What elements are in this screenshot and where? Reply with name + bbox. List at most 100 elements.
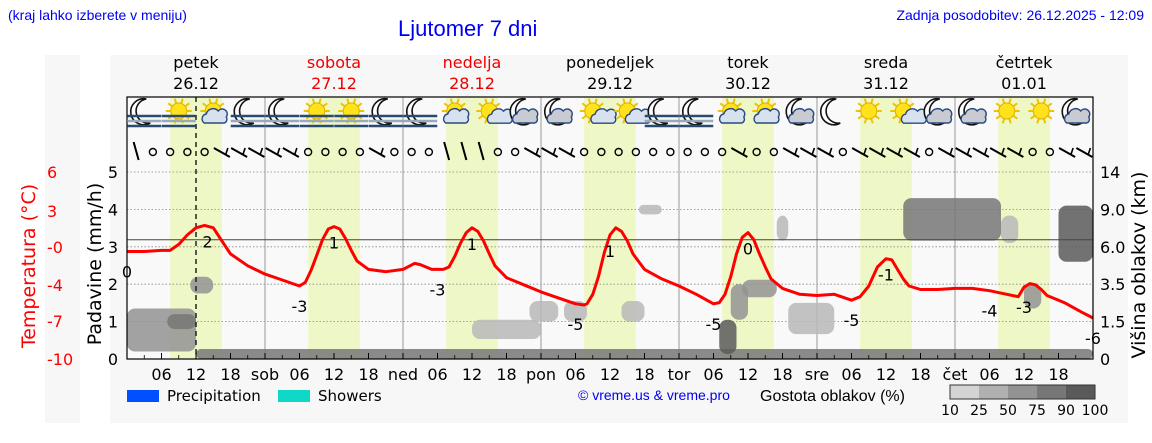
cloud-height-tick-label: 0 [1100, 350, 1110, 369]
sun-ray [311, 98, 316, 104]
sun-ray [180, 98, 184, 104]
sun-ray [1047, 114, 1053, 120]
x-tick-label: 06 [841, 365, 861, 384]
temperature-tick-label: 6 [47, 163, 57, 182]
sun-ray [581, 102, 587, 108]
sun-ray [318, 98, 322, 104]
cloud-blob [190, 276, 214, 294]
sun-ray [760, 98, 764, 104]
x-tick-label: tor [668, 365, 691, 384]
temperature-label: -4 [982, 302, 998, 321]
wind-barb-icon [558, 147, 576, 158]
sun-ray [870, 98, 874, 104]
calm-wind-icon [407, 147, 416, 157]
cloud-blob [1001, 215, 1019, 244]
moon-cloud-icon [923, 97, 953, 126]
calm-wind-icon [390, 147, 399, 157]
calm-wind-icon [614, 147, 623, 157]
sun-ray [995, 102, 1001, 108]
x-tick-label: sob [251, 365, 279, 384]
calm-wind-icon [597, 147, 606, 157]
wind-barb-icon [460, 141, 468, 161]
cloud-shape [201, 108, 228, 124]
calm-wind-icon [838, 147, 848, 157]
sun-icon [993, 98, 1020, 124]
calm-wind-icon [1045, 147, 1055, 157]
wind-barb-icon [368, 147, 386, 158]
cloud-blob [719, 319, 737, 355]
cloud-shape [546, 108, 573, 124]
cloud-shape [787, 108, 815, 124]
x-tick-label: 18 [772, 365, 792, 384]
wind-barb-feather [552, 147, 557, 155]
cloud-shape [1063, 108, 1091, 124]
x-tick-label: 18 [220, 365, 240, 384]
cloud-shape [753, 108, 780, 124]
moon-cloud-icon [785, 97, 815, 126]
showers-swatch [278, 390, 310, 402]
sun-ray [870, 118, 874, 124]
sun-ray [202, 102, 208, 108]
calm-wind-icon [424, 147, 434, 157]
calm-wind-icon [338, 147, 347, 157]
wind-barb-feather [949, 147, 954, 155]
wind-barb-icon [247, 147, 265, 158]
cloud-shape [718, 108, 746, 124]
moon-cloud-icon [509, 97, 539, 126]
day-date: 28.12 [449, 74, 495, 93]
sun-ray [478, 114, 484, 120]
x-tick-label: 12 [600, 365, 620, 384]
sun-ray [857, 114, 863, 120]
temperature-axis-title: Temperatura (°C) [18, 184, 40, 349]
wind-barb-feather [828, 147, 833, 155]
x-tick-label: 06 [289, 365, 309, 384]
cloud-blob [167, 314, 196, 330]
calm-wind-icon [165, 147, 175, 157]
sun-ray [1012, 102, 1018, 108]
wind-barb-feather [863, 147, 867, 155]
wind-barb-feather [1070, 147, 1074, 155]
cloud-blob [776, 215, 789, 241]
sun-ray [732, 98, 736, 104]
sun-ray [184, 102, 190, 108]
wind-barb-icon [955, 147, 973, 158]
calm-wind-icon [769, 147, 779, 157]
cloud-density-swatch [950, 385, 979, 399]
sun-ray [857, 102, 863, 108]
x-tick-label: 12 [324, 365, 344, 384]
sun-ray [892, 102, 898, 108]
sun-ray [346, 98, 350, 104]
cloud-shape [590, 108, 617, 124]
sun-ray [1030, 114, 1036, 120]
location-hint[interactable]: (kraj lahko izberete v meniju) [8, 7, 187, 23]
weather-icons [127, 97, 1091, 128]
wind-barb-icon [868, 147, 886, 158]
day-date: 30.12 [725, 74, 771, 93]
temperature-label: -3 [292, 297, 308, 316]
sun-ray [725, 98, 730, 104]
sun-ray [581, 114, 587, 120]
sun-ray [892, 114, 898, 120]
wind-barb-icon [132, 141, 140, 161]
sun-icon [855, 98, 882, 124]
calm-wind-icon [631, 147, 641, 157]
cloud-blob [903, 198, 1001, 241]
credit-link[interactable]: © vreme.us & vreme.pro [578, 387, 730, 403]
sun-ray [219, 102, 225, 108]
moon-crescent [405, 97, 427, 126]
wind-barb-feather [794, 147, 798, 155]
sun-ray [622, 98, 626, 104]
x-tick-label: 06 [565, 365, 585, 384]
cloud-density-tick: 25 [970, 403, 988, 419]
temperature-axis-panel [45, 55, 80, 423]
temperature-label: -3 [1016, 298, 1032, 317]
moon-icon [819, 97, 841, 126]
calm-wind-icon [648, 147, 658, 157]
cloud-blob [472, 319, 541, 340]
cloud-blob [529, 301, 559, 322]
wind-barb-icon [477, 141, 485, 161]
precip-tick-label: 4 [108, 200, 118, 219]
cloud-density-tick: 50 [999, 403, 1017, 419]
